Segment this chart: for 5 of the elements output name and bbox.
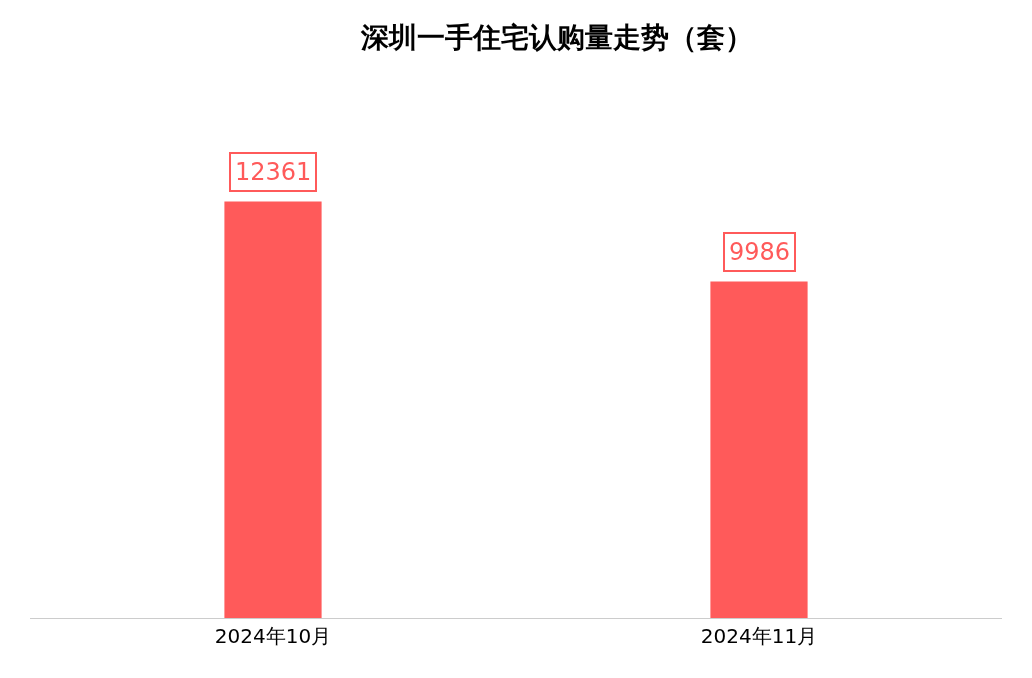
data-label: 9986: [729, 238, 791, 266]
chart-title: 深圳一手住宅认购量走势（套）: [360, 20, 754, 54]
x-tick-label: 2024年11月: [700, 624, 818, 648]
x-tick-label: 2024年10月: [214, 624, 332, 648]
data-label: 12361: [235, 158, 312, 186]
